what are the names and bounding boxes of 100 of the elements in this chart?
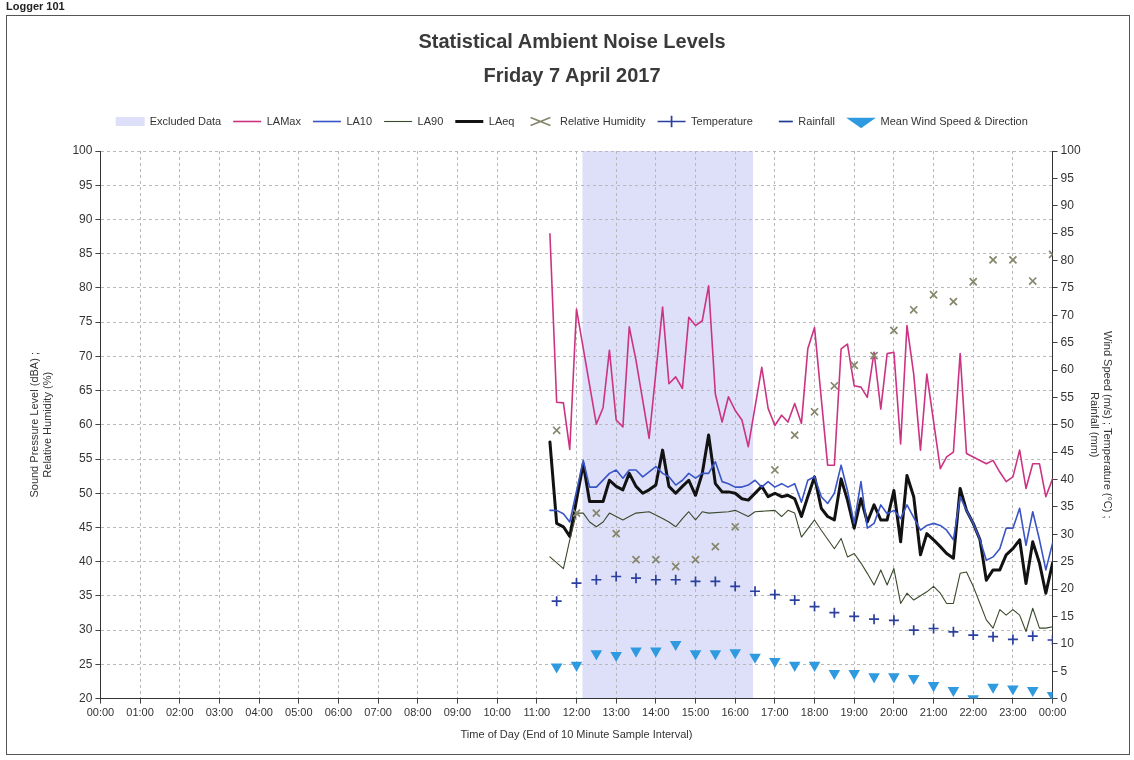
- x-tick-label: 15:00: [681, 706, 710, 719]
- y2-tick-label: 90: [1060, 198, 1075, 213]
- legend-label: Temperature: [691, 114, 753, 127]
- y2-tick-label: 5: [1060, 663, 1068, 678]
- point: [889, 325, 899, 335]
- y2-tick-label: 95: [1060, 170, 1075, 185]
- x-tick-label: 03:00: [205, 706, 234, 719]
- point: [1008, 255, 1018, 265]
- x-tick-label: 16:00: [721, 706, 749, 719]
- y2-tick-label: 35: [1060, 499, 1075, 514]
- x-tick-label: 20:00: [880, 706, 908, 719]
- legend-label: LAeq: [488, 114, 515, 127]
- point: [829, 381, 839, 391]
- point: [730, 522, 740, 532]
- y-tick-label: 95: [79, 177, 93, 192]
- point: [611, 529, 621, 539]
- y2-tick-label: 75: [1060, 280, 1075, 295]
- y-tick-label: 35: [79, 588, 93, 603]
- point: [691, 555, 700, 565]
- legend-label: LAMax: [266, 114, 302, 127]
- y-tick-label: 50: [79, 485, 93, 500]
- y-tick-label: 90: [79, 211, 93, 226]
- x-axis-title: Time of Day (End of 10 Minute Sample Interval): [460, 728, 693, 741]
- point: [929, 290, 938, 300]
- y-tick-label: 25: [79, 656, 93, 671]
- y2-tick-label: 45: [1060, 444, 1075, 459]
- y-tick-label: 75: [79, 314, 93, 329]
- y2-tick-label: 50: [1060, 417, 1075, 432]
- x-tick-label: 08:00: [404, 706, 432, 719]
- y2-tick-label: 85: [1060, 225, 1075, 240]
- point: [552, 425, 562, 435]
- y-tick-label: 85: [79, 245, 93, 260]
- chart-subtitle: Friday 7 April 2017: [483, 63, 661, 86]
- legend-label: Mean Wind Speed & Direction: [880, 114, 1028, 127]
- x-tick-label: 06:00: [324, 706, 353, 719]
- point: [631, 555, 641, 565]
- x-tick-label: 02:00: [166, 706, 194, 719]
- x-tick-label: 18:00: [800, 706, 829, 719]
- y-tick-label: 55: [79, 451, 93, 466]
- x-tick-label: 12:00: [562, 706, 591, 719]
- y2-tick-label: 30: [1060, 526, 1075, 541]
- point: [988, 255, 998, 265]
- x-tick-label: 07:00: [364, 706, 392, 719]
- point: [790, 430, 800, 440]
- y-tick-label: 20: [79, 690, 93, 705]
- x-tick-label: 22:00: [959, 706, 987, 719]
- point: [949, 297, 958, 306]
- text: Logger 101: [6, 0, 65, 13]
- y-tick-label: 100: [72, 143, 93, 158]
- y-tick-label: 65: [79, 382, 93, 397]
- y2-tick-label: 100: [1060, 143, 1081, 158]
- legend-label: Rainfall: [798, 114, 836, 127]
- point: [810, 407, 819, 417]
- y2-tick-label: 15: [1060, 608, 1075, 623]
- x-tick-label: 04:00: [245, 706, 273, 719]
- point: [1028, 276, 1038, 286]
- point: [968, 277, 978, 287]
- y-tick-label: 70: [79, 348, 93, 363]
- x-tick-label: 19:00: [840, 706, 868, 719]
- y2-tick-label: 55: [1060, 389, 1075, 404]
- x-tick-label: 17:00: [761, 706, 789, 719]
- y-tick-label: 60: [79, 417, 93, 432]
- y2-tick-label: 25: [1060, 554, 1075, 569]
- x-tick-label: 13:00: [602, 706, 630, 719]
- point: [849, 360, 859, 370]
- y2-tick-label: 40: [1060, 471, 1075, 486]
- y-tick-label: 40: [79, 554, 93, 569]
- x-tick-label: 11:00: [523, 706, 551, 719]
- point: [710, 542, 720, 552]
- point: [591, 508, 601, 518]
- y2-tick-label: 20: [1060, 581, 1075, 596]
- y-tick-label: 30: [79, 622, 93, 637]
- y2-tick-label: 65: [1060, 334, 1075, 349]
- point: [909, 305, 919, 315]
- x-tick-label: 14:00: [642, 706, 670, 719]
- point: [869, 351, 879, 361]
- y2-tick-label: 80: [1060, 252, 1075, 267]
- x-tick-label: 00:00: [1038, 706, 1067, 719]
- x-tick-label: 05:00: [285, 706, 313, 719]
- legend-label: Excluded Data: [149, 114, 223, 127]
- y2-tick-label: 0: [1060, 690, 1068, 705]
- y-tick-label: 45: [79, 519, 93, 534]
- x-tick-label: 00:00: [86, 706, 115, 719]
- x-tick-label: 09:00: [443, 706, 472, 719]
- y-axis-title: Sound Pressure Level (dBA) ; Relative Humidity (%): [27, 352, 53, 498]
- x-tick-label: 23:00: [999, 706, 1027, 719]
- y-tick-label: 80: [79, 280, 93, 295]
- y2-axis-title: Wind Speed (m/s) ; Temperature (°C) ; Rainfall (mm): [1089, 331, 1115, 519]
- y2-tick-label: 10: [1060, 636, 1075, 651]
- x-tick-label: 21:00: [919, 706, 948, 719]
- x-tick-label: 10:00: [483, 706, 511, 719]
- legend-label: LA90: [417, 114, 444, 127]
- legend-label: LA10: [346, 114, 373, 127]
- point: [770, 465, 780, 475]
- point: [651, 555, 661, 565]
- point: [572, 508, 581, 518]
- x-tick-label: 01:00: [126, 706, 154, 719]
- chart-title: Statistical Ambient Noise Levels: [418, 29, 726, 52]
- y2-tick-label: 70: [1060, 307, 1075, 322]
- legend-label: Relative Humidity: [559, 114, 647, 127]
